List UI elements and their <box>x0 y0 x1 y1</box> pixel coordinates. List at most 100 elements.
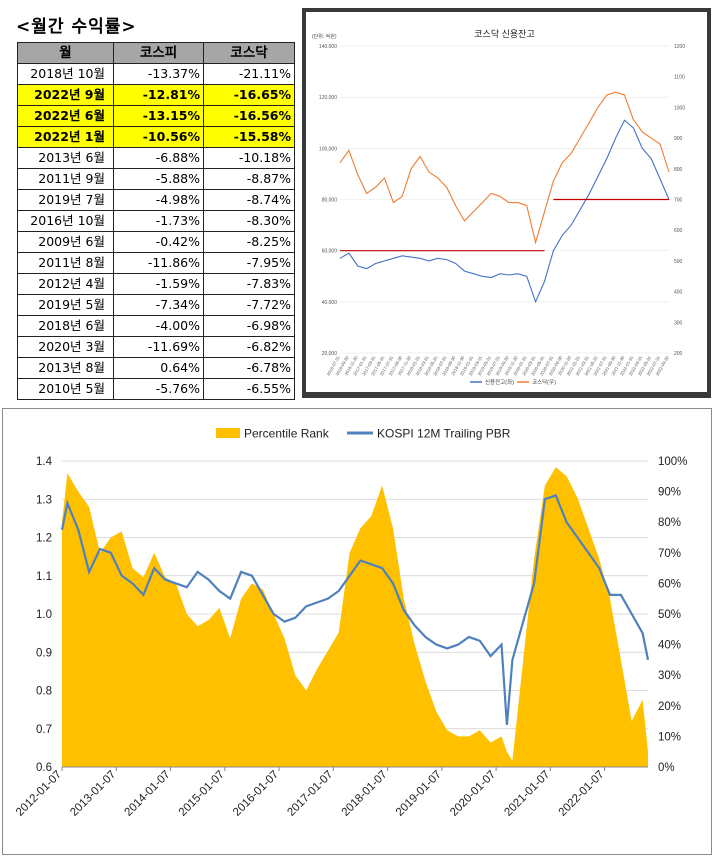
month-cell: 2020년 3월 <box>17 336 114 358</box>
y-left-tick-label: 1.2 <box>36 533 52 545</box>
kosdaq-return-cell: -16.56% <box>203 105 295 127</box>
month-cell: 2022년 9월 <box>17 84 114 106</box>
kosdaq-return-cell: -7.83% <box>203 273 295 295</box>
month-cell: 2010년 5월 <box>17 378 114 400</box>
table-row: 2016년 10월 -1.73% -8.30% <box>17 210 295 232</box>
month-cell: 2011년 8월 <box>17 252 114 274</box>
y-left-tick-label: 1.3 <box>36 494 52 506</box>
legend-label-pbr: KOSPI 12M Trailing PBR <box>377 427 511 441</box>
kospi-return-cell: -5.76% <box>113 378 204 400</box>
y-right-tick-label: 900 <box>674 136 683 142</box>
y-right-tick-label: 800 <box>674 167 683 173</box>
kosdaq-return-cell: -16.65% <box>203 84 295 106</box>
y-right-tick-label: 1200 <box>674 44 685 50</box>
kospi-return-cell: -11.69% <box>113 336 204 358</box>
chart-title: 코스닥 신용잔고 <box>474 29 534 39</box>
y-right-tick-label: 90% <box>658 487 681 499</box>
y-right-tick-label: 600 <box>674 228 683 234</box>
month-cell: 2009년 6월 <box>17 231 114 253</box>
table-row: 2009년 6월 -0.42% -8.25% <box>17 231 295 253</box>
y-right-tick-label: 20% <box>658 701 681 713</box>
kospi-return-cell: -11.86% <box>113 252 204 274</box>
chart-background <box>306 12 707 392</box>
kospi-return-cell: -4.98% <box>113 189 204 211</box>
kospi-return-cell: -1.59% <box>113 273 204 295</box>
kosdaq-return-cell: -6.55% <box>203 378 295 400</box>
y-left-tick-label: 40,000 <box>322 300 338 306</box>
table-row: 2013년 8월 0.64% -6.78% <box>17 357 295 379</box>
y-right-tick-label: 60% <box>658 578 681 590</box>
kospi-return-cell: -4.00% <box>113 315 204 337</box>
legend-label-credit: 신용잔고(좌) <box>485 378 514 386</box>
legend-label-percentile: Percentile Rank <box>244 427 330 441</box>
y-left-tick-label: 60,000 <box>322 249 338 255</box>
y-left-tick-label: 0.7 <box>36 724 52 736</box>
y-right-tick-label: 80% <box>658 517 681 529</box>
month-cell: 2018년 6월 <box>17 315 114 337</box>
y-right-tick-label: 300 <box>674 320 683 326</box>
month-cell: 2019년 5월 <box>17 294 114 316</box>
kosdaq-return-cell: -7.72% <box>203 294 295 316</box>
header-month: 월 <box>17 42 114 64</box>
month-cell: 2013년 8월 <box>17 357 114 379</box>
monthly-returns-panel: <월간 수익률> 월 코스피 코스닥 2018년 10월 -13.37% -21.1… <box>0 0 300 404</box>
y-right-tick-label: 0% <box>658 762 675 774</box>
unit-label: (단위: 억원) <box>312 33 337 40</box>
table-row: 2011년 9월 -5.88% -8.87% <box>17 168 295 190</box>
kospi-return-cell: -5.88% <box>113 168 204 190</box>
kospi-return-cell: -13.15% <box>113 105 204 127</box>
table-title: <월간 수익률> <box>16 17 137 37</box>
table-row: 2011년 8월 -11.86% -7.95% <box>17 252 295 274</box>
legend-swatch-percentile <box>216 428 240 438</box>
kosdaq-return-cell: -10.18% <box>203 147 295 169</box>
pbr-percentile-chart: 0.6 0.7 0.8 0.9 1.0 1.1 1.2 1.3 1.4 0% 10% 20% 30% 40… <box>2 408 712 855</box>
month-cell: 2016년 10월 <box>17 210 114 232</box>
y-left-tick-label: 80,000 <box>322 198 338 204</box>
kospi-pbr-line <box>60 494 650 725</box>
table-row: 2020년 3월 -11.69% -6.82% <box>17 336 295 358</box>
credit-balance-chart-panel: 코스닥 신용잔고 (단위: 억원) 20,000 40,000 60,000 80,000… <box>302 8 711 398</box>
month-cell: 2022년 1월 <box>17 126 114 148</box>
kospi-return-cell: -7.34% <box>113 294 204 316</box>
table-header-row: 월 코스피 코스닥 <box>17 42 295 64</box>
header-kospi: 코스피 <box>113 42 204 64</box>
month-cell: 2013년 6월 <box>17 147 114 169</box>
credit-balance-line <box>339 119 670 304</box>
kospi-return-cell: -12.81% <box>113 84 204 106</box>
y-right-tick-label: 200 <box>674 351 683 357</box>
table-row: 2019년 5월 -7.34% -7.72% <box>17 294 295 316</box>
kospi-return-cell: -6.88% <box>113 147 204 169</box>
y-right-tick-label: 100% <box>658 456 687 468</box>
y-left-tick-label: 0.9 <box>36 647 52 659</box>
y-left-tick-label: 0.6 <box>36 762 52 774</box>
credit-balance-chart: 코스닥 신용잔고 (단위: 억원) 20,000 40,000 60,000 80,000… <box>302 8 711 398</box>
kosdaq-index-line <box>339 91 670 245</box>
kosdaq-return-cell: -15.58% <box>203 126 295 148</box>
kosdaq-return-cell: -7.95% <box>203 252 295 274</box>
kosdaq-return-cell: -6.98% <box>203 315 295 337</box>
kosdaq-return-cell: -8.25% <box>203 231 295 253</box>
kosdaq-return-cell: -8.74% <box>203 189 295 211</box>
table-row: 2022년 9월 -12.81% -16.65% <box>17 84 295 106</box>
kosdaq-return-cell: -6.78% <box>203 357 295 379</box>
percentile-rank-area <box>62 467 648 767</box>
kospi-return-cell: 0.64% <box>113 357 204 379</box>
table-row: 2013년 6월 -6.88% -10.18% <box>17 147 295 169</box>
kosdaq-return-cell: -6.82% <box>203 336 295 358</box>
kospi-return-cell: -0.42% <box>113 231 204 253</box>
y-left-tick-label: 100,000 <box>319 146 337 152</box>
table-row: 2022년 6월 -13.15% -16.56% <box>17 105 295 127</box>
y-right-tick-label: 50% <box>658 609 681 621</box>
month-cell: 2011년 9월 <box>17 168 114 190</box>
table-row: 2018년 6월 -4.00% -6.98% <box>17 315 295 337</box>
y-right-tick-label: 500 <box>674 259 683 265</box>
table-row: 2010년 5월 -5.76% -6.55% <box>17 378 295 400</box>
month-cell: 2012년 4월 <box>17 273 114 295</box>
month-cell: 2018년 10월 <box>17 63 114 85</box>
y-left-tick-label: 1.0 <box>36 609 52 621</box>
table-row: 2019년 7월 -4.98% -8.74% <box>17 189 295 211</box>
y-right-tick-label: 10% <box>658 731 681 743</box>
y-left-tick-label: 20,000 <box>322 351 338 357</box>
y-right-tick-label: 700 <box>674 198 683 204</box>
table-row: 2012년 4월 -1.59% -7.83% <box>17 273 295 295</box>
